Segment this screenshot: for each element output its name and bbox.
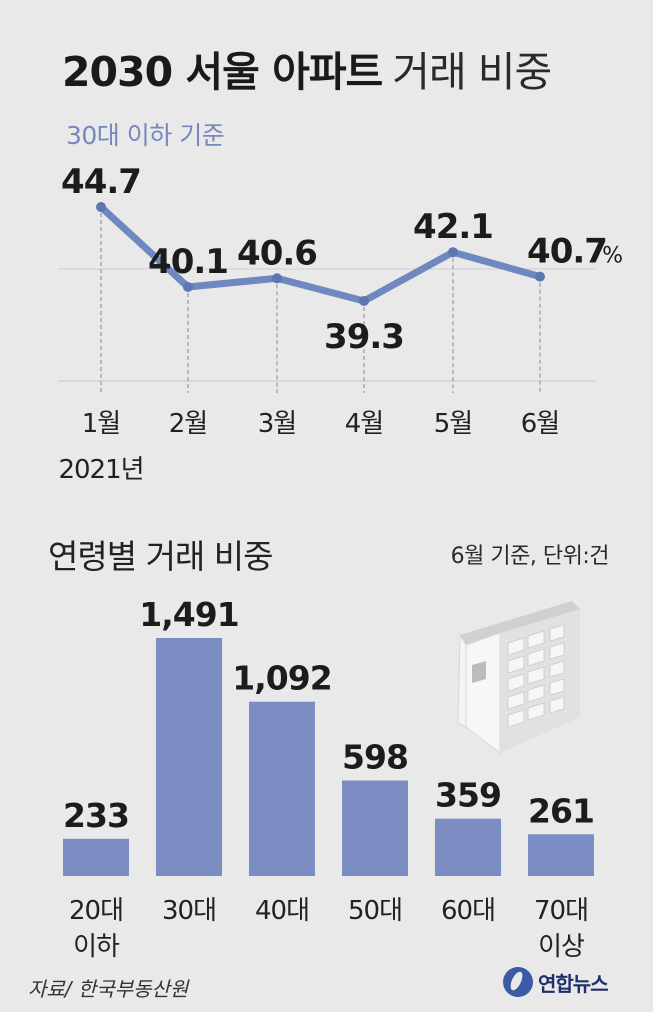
data-point	[96, 202, 106, 212]
bar	[342, 780, 408, 876]
data-point	[183, 282, 193, 292]
source-credit: 자료/ 한국부동산원	[28, 977, 189, 1001]
data-point	[535, 271, 545, 282]
category-label: 이상	[538, 932, 584, 962]
bar-value-label: 598	[342, 738, 408, 777]
x-tick-label: 2월	[169, 409, 207, 439]
line-chart-subtitle: 30대 이하 기준	[66, 121, 225, 150]
bar	[156, 638, 222, 876]
bar	[435, 818, 501, 876]
data-label: 40.6	[237, 233, 317, 273]
line-chart: 44.740.1 40.6 39.3 42.1 40.7% 1월 2월 3월 4월 5월 6월 202…	[58, 162, 623, 485]
bar-value-label: 261	[528, 791, 594, 830]
bar	[249, 701, 315, 876]
x-tick-label: 1월	[82, 409, 120, 439]
x-tick-label: 5월	[434, 409, 472, 439]
yonhap-logo-icon	[503, 967, 533, 997]
data-label: 44.7	[61, 162, 141, 202]
data-label: 40.7	[527, 232, 607, 272]
page-title: 2030 서울 아파트 거래 비중	[62, 38, 552, 98]
category-label: 40대	[255, 896, 309, 926]
data-label: 42.1	[413, 207, 493, 247]
bar-value-label: 1,092	[232, 659, 331, 698]
unit-label: %	[602, 244, 623, 269]
bar-value-label: 1,491	[139, 595, 238, 634]
bar-chart-title: 연령별 거래 비중	[48, 537, 273, 576]
apartment-building-icon	[457, 601, 580, 755]
bar	[528, 834, 594, 876]
publisher-logo: 연합뉴스	[503, 965, 609, 999]
data-point	[359, 296, 369, 306]
category-label: 50대	[348, 896, 402, 926]
data-label: 40.1	[148, 242, 228, 282]
x-tick-label: 3월	[258, 409, 296, 439]
bar	[63, 838, 129, 876]
category-label: 이하	[73, 932, 120, 962]
bar-value-label: 359	[435, 776, 501, 815]
category-label: 70대	[534, 896, 588, 926]
title-sub: 거래 비중	[392, 48, 552, 96]
x-tick-label: 6월	[521, 409, 559, 439]
series-line	[97, 203, 544, 305]
data-label: 39.3	[324, 317, 404, 357]
bar-value-label: 233	[63, 796, 129, 835]
category-label: 30대	[162, 896, 216, 926]
x-tick-label: 4월	[345, 409, 383, 439]
data-point	[448, 247, 458, 258]
category-label: 20대	[69, 896, 123, 926]
category-label: 60대	[441, 896, 495, 926]
bar-chart-note: 6월 기준, 단위:건	[450, 544, 610, 569]
year-label: 2021년	[58, 455, 143, 485]
data-point	[272, 273, 282, 284]
logo-text: 연합뉴스	[538, 971, 609, 996]
title-main: 2030 서울 아파트	[62, 48, 383, 96]
